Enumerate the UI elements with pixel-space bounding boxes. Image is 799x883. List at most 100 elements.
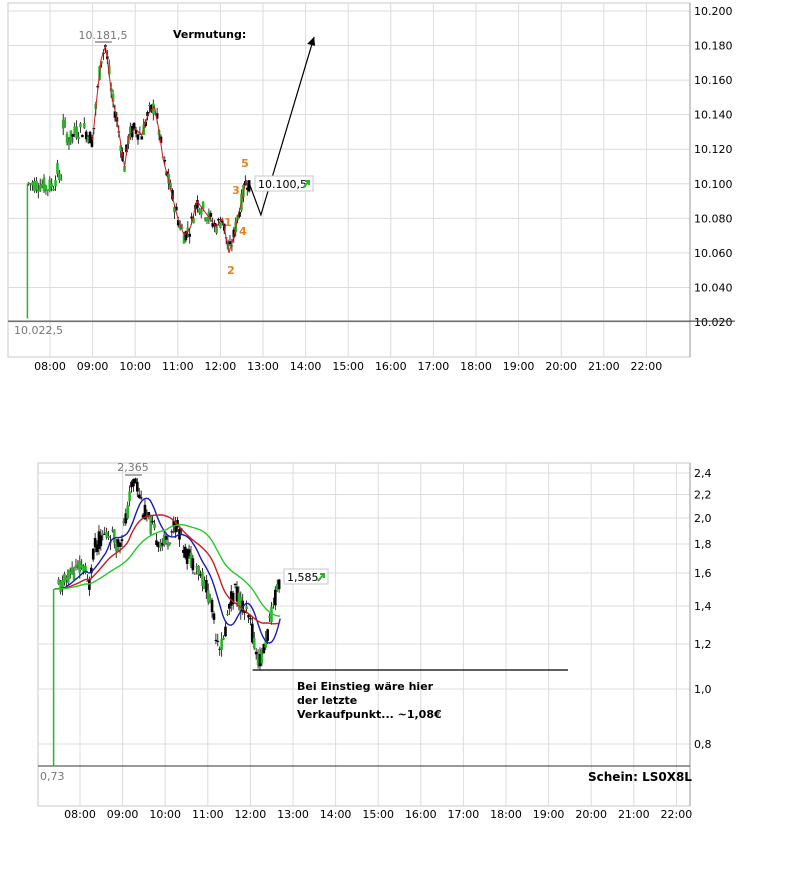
- top-candle-body: [52, 188, 55, 191]
- bottom-candle-body: [107, 535, 110, 539]
- top-x-tick-label: 08:00: [34, 360, 66, 373]
- bottom-candle-body: [116, 539, 120, 547]
- top-y-tick-label: 10.060: [694, 247, 733, 260]
- bottom-candle-body: [189, 552, 193, 566]
- top-candle-body: [140, 136, 144, 140]
- top-wave-label-1: 1: [224, 216, 232, 229]
- top-high-label: 10.181,5: [79, 29, 128, 42]
- bottom-y-tick-label: 0,8: [694, 738, 712, 751]
- top-wave-label-2: 2: [227, 264, 235, 277]
- bottom-candle-body: [210, 599, 214, 613]
- bottom-candle-body: [124, 513, 128, 524]
- bottom-candle-body: [82, 565, 85, 572]
- top-candle-body: [196, 199, 199, 208]
- bottom-candle-body: [155, 540, 158, 545]
- top-candle-body: [245, 187, 249, 190]
- top-candle-body: [155, 113, 159, 119]
- bottom-candle-body: [193, 572, 197, 574]
- bottom-candle-body: [254, 651, 258, 655]
- bottom-candle-body: [91, 548, 95, 560]
- bottom-candle-body: [241, 600, 245, 612]
- bottom-candle-body: [162, 534, 166, 544]
- top-candle-body: [176, 220, 180, 226]
- top-candle-body: [36, 189, 40, 192]
- bottom-candle-body: [249, 618, 252, 620]
- top-candle-body: [82, 123, 86, 129]
- top-candle-body: [150, 104, 153, 112]
- bottom-candle-body: [222, 638, 225, 640]
- top-annotation-title: Vermutung:: [173, 28, 246, 41]
- bottom-candle-body: [268, 616, 271, 619]
- bottom-candle-body: [95, 544, 99, 552]
- bottom-candle-body: [72, 573, 76, 581]
- top-y-tick-label: 10.160: [694, 74, 733, 87]
- bottom-candle-body: [256, 654, 260, 665]
- bottom-candle-body: [252, 638, 256, 649]
- bottom-candle-body: [274, 589, 277, 606]
- top-candle-body: [188, 233, 192, 237]
- top-candle-body: [184, 231, 188, 241]
- top-candle-body: [148, 104, 151, 106]
- bottom-candle-body: [224, 626, 227, 637]
- bottom-candle-body: [86, 581, 89, 583]
- top-candle-body: [63, 122, 67, 124]
- bottom-candle-body: [197, 565, 200, 575]
- top-x-tick-label: 19:00: [503, 360, 535, 373]
- bottom-candle-body: [170, 531, 174, 533]
- bottom-candle-body: [137, 494, 141, 498]
- top-forecast-arrow-line: [247, 36, 315, 217]
- bottom-x-tick-label: 16:00: [405, 808, 437, 821]
- top-candle-body: [86, 136, 90, 142]
- bottom-candle-body: [97, 531, 101, 550]
- top-candle-body: [71, 134, 75, 137]
- bottom-candle-body: [216, 640, 220, 642]
- top-x-tick-label: 20:00: [545, 360, 577, 373]
- bottom-candle-body: [57, 579, 60, 585]
- top-x-tick-label: 13:00: [247, 360, 279, 373]
- bottom-candle-body: [226, 613, 229, 615]
- bottom-candle-body: [235, 586, 239, 602]
- top-y-tick-label: 10.100: [694, 178, 733, 191]
- top-y-tick-label: 10.180: [694, 40, 733, 53]
- top-x-tick-label: 10:00: [119, 360, 151, 373]
- top-x-tick-label: 18:00: [460, 360, 492, 373]
- top-x-tick-label: 09:00: [77, 360, 109, 373]
- top-candle-body: [180, 227, 184, 229]
- top-candle-body: [129, 126, 132, 138]
- bottom-candle-body: [111, 529, 114, 531]
- bottom-x-tick-label: 11:00: [192, 808, 224, 821]
- bottom-x-tick-label: 17:00: [448, 808, 480, 821]
- top-candle-body: [219, 222, 222, 229]
- top-candle-body: [134, 129, 138, 134]
- bottom-candle-body: [147, 512, 151, 517]
- bottom-high-label: 2,365: [117, 461, 149, 474]
- top-y-tick-label: 10.080: [694, 212, 733, 225]
- top-candle-body: [42, 177, 46, 192]
- top-candle-body: [190, 216, 193, 219]
- bottom-y-tick-label: 2,4: [694, 467, 712, 480]
- top-candle-body: [199, 211, 203, 215]
- bottom-candle-body: [220, 639, 223, 650]
- bottom-candle-body: [201, 571, 204, 587]
- top-chart-frame: [7, 2, 691, 358]
- bottom-candle-body: [89, 567, 93, 574]
- bottom-candle-body: [187, 549, 191, 557]
- top-candle-body: [217, 218, 220, 221]
- top-candle-body: [35, 180, 38, 190]
- bottom-candle-body: [80, 564, 84, 568]
- bottom-candle-body: [134, 478, 137, 484]
- bottom-y-tick-label: 1,6: [694, 567, 712, 580]
- bottom-candle-body: [84, 565, 87, 574]
- bottom-x-tick-label: 18:00: [490, 808, 522, 821]
- bottom-candle-body: [251, 623, 254, 643]
- top-candle-body: [123, 166, 126, 172]
- top-candle-body: [56, 162, 59, 174]
- bottom-candle-body: [99, 535, 103, 547]
- bottom-x-tick-label: 21:00: [618, 808, 650, 821]
- top-candle-body: [228, 241, 232, 245]
- bottom-candle-body: [208, 598, 212, 604]
- bottom-up-arrow-icon: [317, 573, 325, 582]
- top-candle-body: [167, 173, 170, 184]
- top-candle-body: [58, 173, 61, 180]
- top-candle-body: [215, 226, 218, 234]
